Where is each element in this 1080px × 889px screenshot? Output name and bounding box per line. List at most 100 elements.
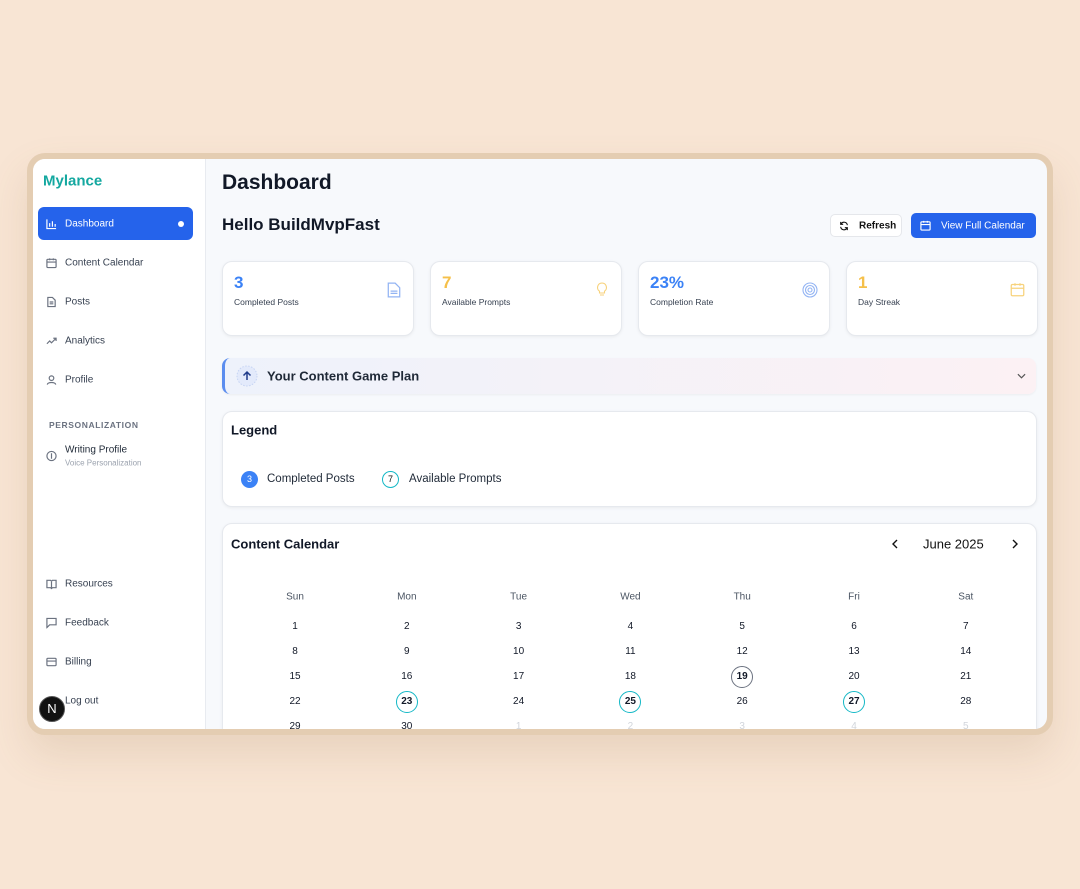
calendar-icon [920,220,931,231]
calendar-day[interactable]: 5 [739,621,745,632]
calendar-day[interactable]: 26 [736,696,748,708]
stat-label: Completion Rate [650,297,714,307]
calendar-day[interactable]: 23 [395,691,418,714]
active-dot [178,221,184,227]
nav-icon [47,296,56,308]
stat-icon [802,282,818,298]
calendar-day[interactable]: 18 [624,671,636,683]
month-label: June 2025 [923,536,984,552]
nav-item[interactable]: Billing [65,656,92,668]
legend-label: Available Prompts [409,473,502,485]
calendar-day[interactable]: 13 [848,646,860,658]
nav-item[interactable]: Content Calendar [65,257,144,269]
game-plan-icon [236,365,258,387]
calendar-day[interactable]: 5 [963,721,969,729]
calendar-day[interactable]: 1 [292,621,298,632]
calendar-day[interactable]: 21 [960,671,972,683]
nav-item[interactable]: Feedback [65,617,109,629]
calendar-day[interactable]: 3 [739,721,745,729]
calendar-day[interactable]: 22 [289,696,301,708]
stat-card: 7 Available Prompts [430,261,622,336]
next-month[interactable] [1011,539,1019,549]
nav-item[interactable]: Analytics [65,335,106,347]
calendar-card: Content Calendar June 2025 Sun Mon Tue Wed T… [222,523,1037,729]
button-label: View Full Calendar [941,220,1025,231]
chevron [1017,373,1026,379]
calendar-day[interactable]: 3 [515,621,522,632]
prev-month[interactable] [891,539,899,549]
page-title: Dashboard [222,171,332,194]
game-plan-bar[interactable]: Your Content Game Plan [222,358,1036,394]
weekday: Mon [397,591,417,603]
calendar-day[interactable]: 24 [513,696,525,708]
stat-label: Available Prompts [442,297,511,307]
calendar-day[interactable]: 11 [625,646,636,658]
calendar-day[interactable]: 30 [401,721,413,729]
sidebar: Mylance Dashboard Content Calendar Posts… [33,159,206,729]
calendar-title: Content Calendar [231,536,340,552]
calendar-day[interactable]: 7 [963,621,969,632]
calendar-day[interactable]: 28 [960,696,972,708]
nav-item[interactable]: Profile [65,374,94,386]
stat-value: 23% [650,273,685,292]
nav-icon [46,657,57,667]
dev-badge[interactable]: N [39,696,65,722]
calendar-day[interactable]: 17 [513,671,525,683]
game-plan-title: Your Content Game Plan [267,368,420,384]
calendar-day[interactable]: 4 [851,721,857,729]
stat-value: 7 [442,273,452,292]
nav-icon [46,219,57,230]
calendar-day[interactable]: 2 [404,621,410,632]
calendar-day[interactable]: 16 [401,671,413,683]
stat-icon [597,282,607,296]
brand[interactable]: Mylance [43,172,103,190]
weekday: Wed [620,591,641,603]
app-window: Mylance Dashboard Content Calendar Posts… [27,153,1053,735]
nav-icon [46,258,57,269]
calendar-day[interactable]: 15 [289,671,301,683]
legend-badge: 3 [241,471,258,488]
stat-card: 3 Completed Posts [222,261,414,336]
calendar-day[interactable]: 10 [513,646,525,658]
greeting: Hello BuildMvpFast [222,215,380,234]
nav-item[interactable]: Posts [65,296,91,308]
calendar-day[interactable]: 19 [731,666,754,689]
nav-item[interactable]: Resources [65,578,113,590]
nav-item[interactable]: Dashboard [65,218,114,230]
calendar-day[interactable]: 4 [627,621,634,632]
nav-icon [46,579,57,590]
section-label: PERSONALIZATION [49,420,139,430]
calendar-day[interactable]: 20 [848,671,860,683]
calendar-day[interactable]: 1 [515,721,522,729]
calendar-day[interactable]: 9 [404,646,410,658]
nav-item[interactable]: Writing Profile [65,444,128,456]
viewport: Mylance Dashboard Content Calendar Posts… [33,159,1047,729]
nav-icon [46,375,57,385]
active-nav-bg [38,207,193,240]
calendar-day[interactable]: 6 [851,621,857,632]
calendar-day[interactable]: 27 [843,691,865,714]
calendar-day[interactable]: 2 [627,721,634,729]
legend-card: Legend 3 Completed Posts 7 Available Pro… [222,411,1037,507]
refresh-button[interactable]: Refresh [830,214,902,237]
calendar-day[interactable]: 25 [619,691,642,714]
legend-label: Completed Posts [267,473,355,485]
nav-item[interactable]: Log out [65,695,99,707]
stat-label: Completed Posts [234,297,299,307]
calendar-day[interactable]: 8 [292,646,298,658]
nav-icon [46,617,57,629]
weekday: Sun [286,591,304,603]
view-calendar-button[interactable]: View Full Calendar [911,213,1036,238]
weekday: Thu [733,591,751,603]
nav-icon [46,450,57,462]
weekday: Fri [848,591,860,603]
calendar-day[interactable]: 14 [960,646,972,658]
nav-subtitle: Voice Personalization [65,458,142,468]
calendar-day[interactable]: 12 [736,646,748,658]
stat-card: 23% Completion Rate [638,261,830,336]
button-label: Refresh [859,220,897,232]
stat-label: Day Streak [858,297,901,307]
calendar-day[interactable]: 29 [289,721,301,729]
stat-icon [1010,283,1025,297]
